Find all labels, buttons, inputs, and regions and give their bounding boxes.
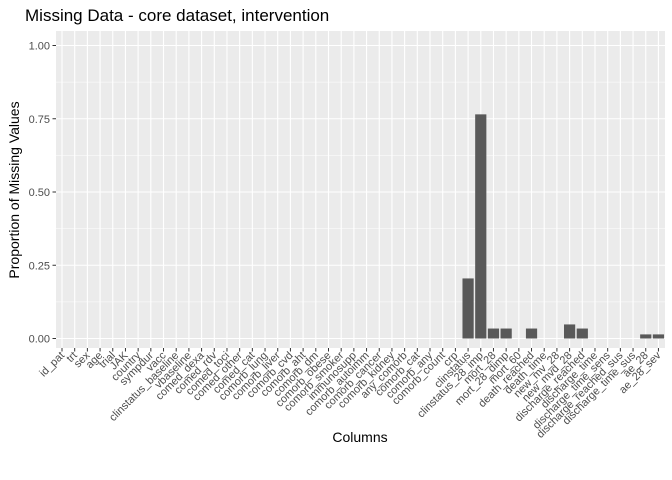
y-tick-label: 1.00 (29, 41, 50, 53)
y-tick-label: 0.25 (29, 260, 50, 272)
bar-clinstatus_28_imp (475, 114, 487, 339)
bar-new_mvd_28 (564, 324, 576, 339)
bar-mort_28 (487, 328, 500, 339)
bar-ae_28 (640, 334, 652, 339)
bar-mort_28_dimp (500, 328, 512, 339)
chart-title: Missing Data - core dataset, interventio… (25, 6, 329, 25)
grid-layer (56, 31, 665, 348)
x-axis: id_pattrtsexagetrialJAKcountrysympdurvac… (37, 348, 664, 441)
x-tick-label: id_pat (37, 350, 67, 380)
y-tick-label: 0.00 (29, 334, 50, 346)
plot-panel (56, 31, 665, 348)
bar-ae_28_sev (652, 334, 665, 339)
bar-death_reached (525, 328, 538, 339)
bar-clinstatus (462, 278, 474, 339)
y-tick-label: 0.75 (29, 114, 50, 126)
bar-layer (462, 114, 665, 339)
y-axis-title: Proportion of Missing Values (6, 101, 22, 278)
bar-discharge_reached (576, 328, 588, 339)
x-axis-title: Columns (332, 429, 387, 445)
y-axis: 0.00 0.25 0.50 0.75 1.00 (29, 41, 56, 346)
y-tick-label: 0.50 (29, 187, 50, 199)
